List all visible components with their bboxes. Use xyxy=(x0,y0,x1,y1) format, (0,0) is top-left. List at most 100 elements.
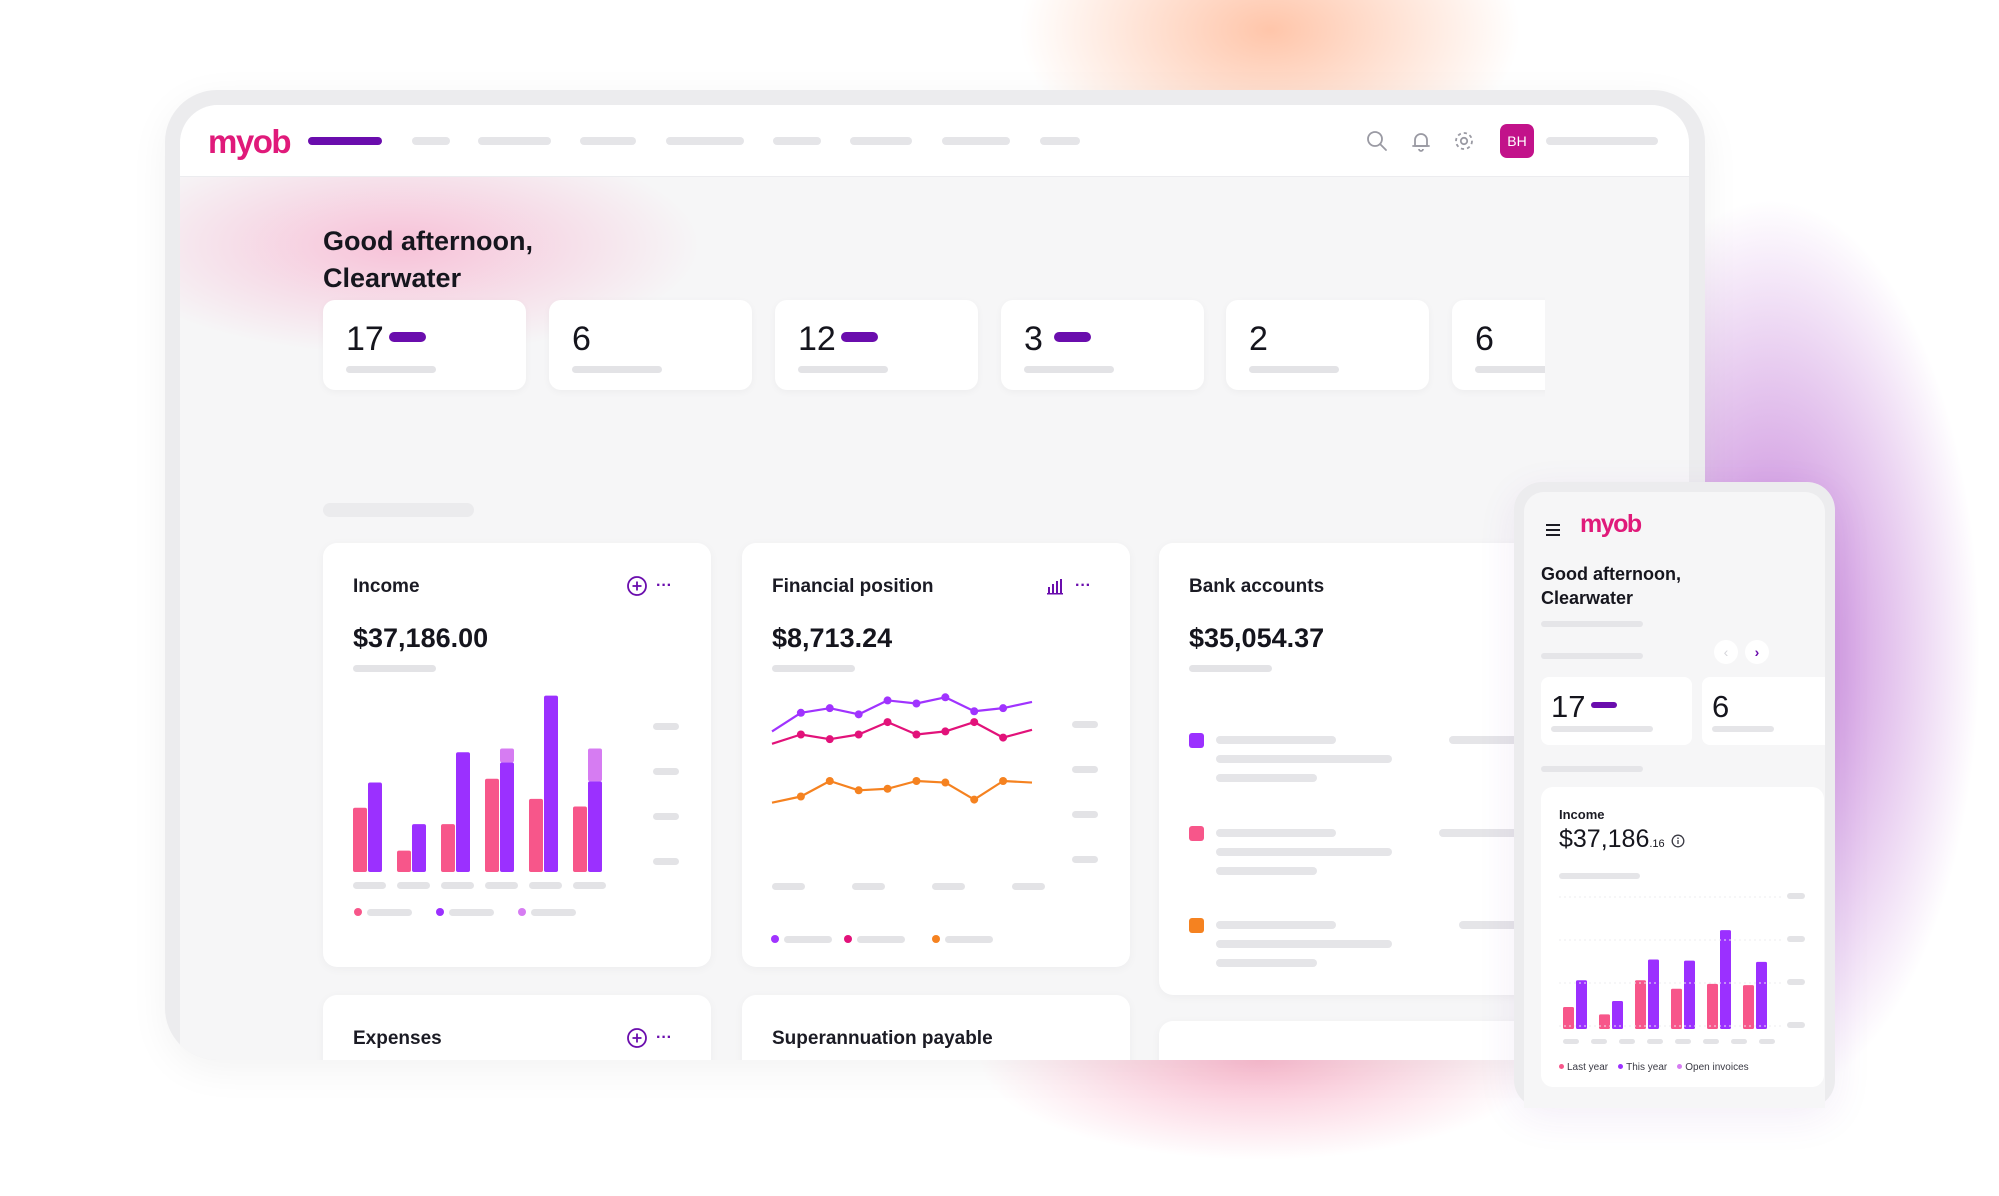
nav-item[interactable] xyxy=(412,137,450,145)
financial-line-point xyxy=(970,707,979,716)
phone-income-amount: $37,186.16 xyxy=(1559,825,1685,854)
kpi-card[interactable]: 2 xyxy=(1226,300,1429,390)
more-icon[interactable]: ··· xyxy=(656,1029,672,1046)
nav-item[interactable] xyxy=(850,137,912,145)
financial-position-card[interactable]: Financial position ··· $8,713.24 xyxy=(742,543,1130,967)
nav-item[interactable] xyxy=(942,137,1010,145)
add-circle-icon[interactable] xyxy=(625,1026,649,1050)
nav-item[interactable] xyxy=(478,137,551,145)
info-icon[interactable] xyxy=(1671,834,1685,848)
bank-feed-card[interactable] xyxy=(1159,1021,1579,1060)
financial-line-point xyxy=(912,730,921,739)
financial-x-tick-label xyxy=(932,883,965,890)
financial-line-point xyxy=(941,727,950,736)
financial-legend-label xyxy=(945,936,993,943)
nav-item[interactable] xyxy=(580,137,636,145)
income-bar-this-year xyxy=(544,695,558,872)
financial-y-tick-label xyxy=(1072,766,1098,773)
phone-income-subtitle xyxy=(1559,873,1640,879)
financial-line-point xyxy=(999,704,1008,713)
financial-x-tick-label xyxy=(772,883,805,890)
financial-legend-dot xyxy=(932,935,940,943)
myob-logo[interactable]: myob xyxy=(1580,510,1642,538)
financial-line-point xyxy=(912,699,921,708)
bar-chart-icon[interactable] xyxy=(1043,574,1067,598)
phone-carousel-next-button[interactable]: › xyxy=(1745,640,1769,664)
income-bar-last-year xyxy=(397,850,411,872)
user-name[interactable] xyxy=(1546,137,1658,145)
income-bar-last-year xyxy=(353,807,367,872)
phone-income-title: Income xyxy=(1559,807,1605,822)
bank-account-row[interactable] xyxy=(1189,733,1569,793)
income-bar-last-year xyxy=(441,824,455,872)
nav-item[interactable] xyxy=(666,137,744,145)
phone-kpi-card[interactable]: 6 xyxy=(1702,677,1825,745)
expenses-card[interactable]: Expenses ··· xyxy=(323,995,711,1060)
phone-kpi-card[interactable]: 17 xyxy=(1541,677,1692,745)
desktop-screen: myob BH Good afternoo xyxy=(180,105,1689,1060)
phone-section-label xyxy=(1541,653,1643,659)
kpi-label xyxy=(1475,366,1545,373)
income-bar-this-year xyxy=(588,781,602,872)
kpi-label xyxy=(1024,366,1114,373)
phone-x-tick-label xyxy=(1731,1039,1747,1044)
income-card[interactable]: Income ··· $37,186.00 xyxy=(323,543,711,967)
income-subtitle xyxy=(353,665,436,672)
avatar[interactable]: BH xyxy=(1500,124,1534,158)
phone-carousel-prev-button[interactable]: ‹ xyxy=(1714,640,1738,664)
income-y-tick-label xyxy=(653,858,679,865)
kpi-card[interactable]: 17 xyxy=(323,300,526,390)
bank-account-row[interactable] xyxy=(1189,826,1569,886)
legend-item-this-year: This year xyxy=(1618,1062,1667,1073)
more-icon[interactable]: ··· xyxy=(1075,577,1091,594)
kpi-card[interactable]: 12 xyxy=(775,300,978,390)
income-bar-this-year xyxy=(500,762,514,872)
greeting-line1: Good afternoon, xyxy=(323,226,533,256)
phone-x-tick-label xyxy=(1563,1039,1579,1044)
phone-y-tick-label xyxy=(1787,1022,1805,1028)
income-bar-this-year xyxy=(456,752,470,872)
bank-accounts-title: Bank accounts xyxy=(1189,576,1325,597)
kpi-label xyxy=(572,366,662,373)
kpi-label xyxy=(798,366,888,373)
add-circle-icon[interactable] xyxy=(625,574,649,598)
gear-icon[interactable] xyxy=(1450,127,1478,155)
kpi-card[interactable]: 3 xyxy=(1001,300,1204,390)
myob-logo[interactable]: myob xyxy=(208,123,292,160)
financial-line-point xyxy=(999,733,1008,742)
financial-legend-label xyxy=(784,936,832,943)
phone-y-tick-label xyxy=(1787,979,1805,985)
kpi-accent xyxy=(841,332,878,342)
phone-income-amount-cents: .16 xyxy=(1649,838,1665,850)
financial-line-point xyxy=(883,696,892,705)
search-icon[interactable] xyxy=(1363,127,1391,155)
phone-bar-last-year xyxy=(1743,985,1754,1029)
hamburger-menu-icon[interactable] xyxy=(1546,524,1560,536)
bank-account-name xyxy=(1216,736,1336,744)
avatar-initials: BH xyxy=(1507,133,1527,149)
bank-account-detail xyxy=(1216,755,1392,763)
top-navigation: myob BH xyxy=(180,105,1689,177)
kpi-card[interactable]: 6 xyxy=(549,300,752,390)
bank-accounts-card[interactable]: Bank accounts $35,054.37 xyxy=(1159,543,1579,995)
phone-x-tick-label xyxy=(1703,1039,1719,1044)
kpi-card[interactable]: 6 xyxy=(1452,300,1545,390)
bank-account-row[interactable] xyxy=(1189,918,1569,978)
nav-item[interactable] xyxy=(1040,137,1080,145)
phone-x-tick-label xyxy=(1591,1039,1607,1044)
kpi-value: 17 xyxy=(346,320,384,358)
kpi-value: 3 xyxy=(1024,320,1043,358)
superannuation-card[interactable]: Superannuation payable xyxy=(742,995,1130,1060)
phone-income-card[interactable]: Income $37,186.16 Last year This year Op… xyxy=(1541,787,1824,1087)
bell-icon[interactable] xyxy=(1407,127,1435,155)
bank-accounts-amount: $35,054.37 xyxy=(1189,623,1325,653)
nav-item-active[interactable] xyxy=(308,137,382,145)
legend-item-open-invoices: Open invoices xyxy=(1677,1062,1749,1073)
income-y-tick-label xyxy=(653,813,679,820)
bank-account-name xyxy=(1216,921,1336,929)
more-icon[interactable]: ··· xyxy=(656,577,672,594)
nav-item[interactable] xyxy=(773,137,821,145)
phone-x-tick-label xyxy=(1675,1039,1691,1044)
financial-y-tick-label xyxy=(1072,811,1098,818)
phone-subtitle xyxy=(1541,621,1643,627)
